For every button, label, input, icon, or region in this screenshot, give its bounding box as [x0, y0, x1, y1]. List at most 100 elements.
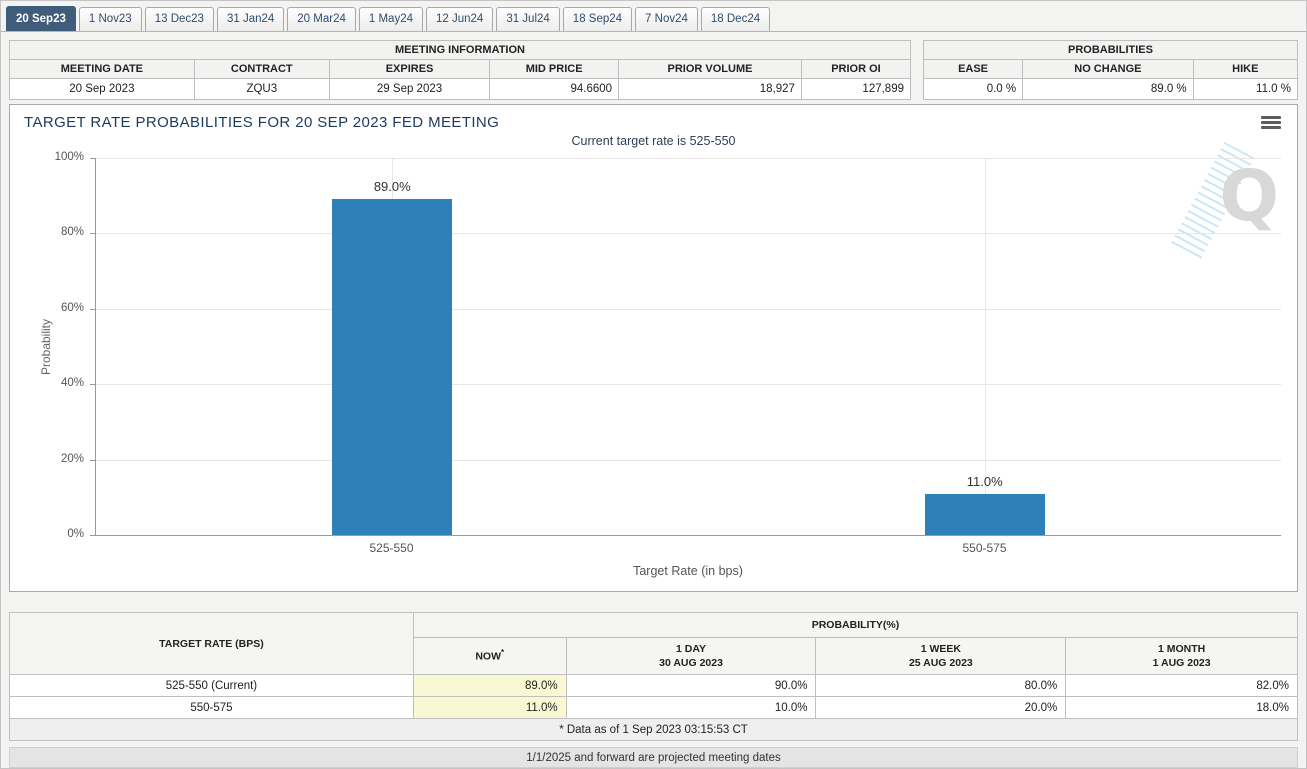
now-probability-cell: 11.0%	[412, 696, 567, 720]
bar-column-525-550: 89.0%	[332, 158, 453, 535]
y-tick-label: 0%	[67, 528, 84, 540]
prior-oi-value: 127,899	[800, 78, 912, 100]
probability-bar-525-550[interactable]	[332, 199, 453, 535]
hike-header: HIKE	[1192, 59, 1299, 79]
expires-value: 29 Sep 2023	[328, 78, 491, 100]
y-tick-label: 100%	[54, 151, 84, 163]
contract-header: CONTRACT	[193, 59, 330, 79]
meeting-date-tab[interactable]: 18 Sep24	[562, 7, 633, 31]
one-month-probability-cell: 82.0%	[1065, 674, 1298, 698]
meeting-information-table: MEETING INFORMATION MEETING DATE CONTRAC…	[9, 40, 912, 100]
one-month-probability-cell: 18.0%	[1065, 696, 1298, 720]
meeting-date-tab[interactable]: 7 Nov24	[635, 7, 698, 31]
ease-header: EASE	[922, 59, 1024, 79]
meeting-date-tab[interactable]: 1 Nov23	[78, 7, 142, 31]
one-week-probability-cell: 20.0%	[815, 696, 1067, 720]
meeting-date-tab[interactable]: 13 Dec23	[144, 7, 214, 31]
mid-price-header: MID PRICE	[489, 59, 620, 79]
y-tick-mark	[90, 459, 96, 461]
hike-value: 11.0 %	[1192, 78, 1299, 100]
meeting-information-title: MEETING INFORMATION	[9, 40, 911, 60]
plot-area: 100% 80% 60% 40% 20% 0% Probability 89.0…	[39, 151, 1281, 540]
one-day-probability-cell: 10.0%	[565, 696, 817, 720]
probability-history-section: TARGET RATE (BPS) PROBABILITY(%) NOW* 1 …	[9, 611, 1299, 742]
target-rate-cell: 550-575	[9, 696, 414, 720]
contract-value: ZQU3	[193, 78, 330, 100]
bar-value-label: 11.0%	[966, 473, 1003, 489]
gridline	[96, 233, 1281, 235]
one-day-probability-cell: 90.0%	[565, 674, 817, 698]
table-row: 550-575 11.0% 10.0% 20.0% 18.0%	[9, 696, 1298, 720]
gridline	[96, 384, 1281, 386]
gridline	[96, 308, 1281, 310]
one-week-label: 1 WEEK	[920, 643, 961, 655]
meeting-date-tab[interactable]: 12 Jun24	[425, 7, 494, 31]
now-asterisk: *	[501, 648, 505, 658]
one-month-column-header: 1 MONTH 1 AUG 2023	[1065, 636, 1298, 676]
y-tick-label: 40%	[60, 377, 84, 390]
projected-dates-note: 1/1/2025 and forward are projected meeti…	[9, 747, 1298, 768]
probability-history-table: TARGET RATE (BPS) PROBABILITY(%) NOW* 1 …	[9, 611, 1299, 742]
target-rate-chart-panel: TARGET RATE PROBABILITIES FOR 20 SEP 202…	[9, 104, 1298, 592]
x-tick-label: 550-575	[962, 541, 1007, 555]
target-rate-bps-header: TARGET RATE (BPS)	[9, 611, 414, 676]
mid-price-value: 94.6600	[489, 78, 620, 100]
gridline	[96, 459, 1281, 461]
now-column-header: NOW*	[412, 636, 567, 676]
y-tick-label: 80%	[60, 226, 84, 239]
probabilities-summary-table: PROBABILITIES EASE NO CHANGE HIKE 0.0 % …	[922, 40, 1299, 100]
probability-group-header: PROBABILITY(%)	[412, 612, 1299, 638]
ease-value: 0.0 %	[922, 78, 1024, 100]
one-week-column-header: 1 WEEK 25 AUG 2023	[815, 636, 1067, 676]
meeting-date-tab[interactable]: 20 Mar24	[287, 7, 356, 31]
chart-title: TARGET RATE PROBABILITIES FOR 20 SEP 202…	[24, 114, 500, 131]
meeting-date-header: MEETING DATE	[9, 59, 195, 79]
meeting-date-tab[interactable]: 31 Jan24	[216, 7, 285, 31]
y-tick-label: 20%	[60, 452, 84, 465]
expires-header: EXPIRES	[328, 59, 491, 79]
prior-oi-header: PRIOR OI	[800, 59, 912, 79]
meeting-date-tab[interactable]: 18 Dec24	[700, 7, 771, 31]
target-rate-cell: 525-550 (Current)	[9, 674, 414, 698]
one-week-date: 25 AUG 2023	[908, 657, 973, 670]
one-day-date: 30 AUG 2023	[659, 657, 723, 670]
one-week-probability-cell: 80.0%	[815, 674, 1067, 698]
one-month-label: 1 MONTH	[1158, 643, 1206, 655]
chart-subtitle: Current target rate is 525-550	[571, 134, 736, 148]
y-axis-title: Probability	[39, 318, 54, 375]
prior-volume-header: PRIOR VOLUME	[618, 59, 802, 79]
gridline	[984, 158, 986, 535]
one-day-label: 1 DAY	[676, 643, 706, 655]
y-tick-mark	[90, 233, 96, 235]
y-tick-mark	[90, 158, 96, 159]
no-change-value: 89.0 %	[1022, 78, 1194, 100]
table-row: 525-550 (Current) 89.0% 90.0% 80.0% 82.0…	[9, 674, 1298, 698]
meeting-date-tab[interactable]: 20 Sep23	[6, 6, 76, 31]
meeting-date-tabs: 20 Sep23 1 Nov23 13 Dec23 31 Jan24 20 Ma…	[1, 1, 1306, 32]
meeting-date-value: 20 Sep 2023	[9, 78, 195, 100]
y-tick-mark	[90, 308, 96, 310]
probability-bar-550-575[interactable]	[924, 493, 1045, 535]
meeting-date-tab[interactable]: 31 Jul24	[496, 7, 560, 31]
x-axis-title: Target Rate (in bps)	[633, 564, 743, 578]
bar-column-550-575: 11.0%	[924, 158, 1045, 535]
gridline	[96, 158, 1281, 159]
bar-value-label: 89.0%	[373, 179, 411, 195]
now-label: NOW	[475, 650, 502, 663]
meeting-date-tab[interactable]: 1 May24	[358, 7, 423, 31]
prior-volume-value: 18,927	[618, 78, 802, 100]
y-tick-mark	[90, 384, 96, 386]
summary-tables-row: MEETING INFORMATION MEETING DATE CONTRAC…	[9, 40, 1299, 100]
one-month-date: 1 AUG 2023	[1152, 657, 1211, 670]
one-day-column-header: 1 DAY 30 AUG 2023	[565, 636, 817, 676]
probabilities-title: PROBABILITIES	[923, 40, 1298, 60]
data-as-of-footnote: * Data as of 1 Sep 2023 03:15:53 CT	[9, 718, 1298, 742]
x-tick-label: 525-550	[369, 541, 414, 555]
x-axis-labels: 525-550 550-575	[95, 536, 1281, 556]
no-change-header: NO CHANGE	[1022, 59, 1194, 79]
now-probability-cell: 89.0%	[412, 674, 567, 698]
y-tick-mark	[90, 535, 96, 536]
y-tick-label: 60%	[60, 301, 84, 314]
chart-menu-icon[interactable]	[1261, 114, 1281, 129]
